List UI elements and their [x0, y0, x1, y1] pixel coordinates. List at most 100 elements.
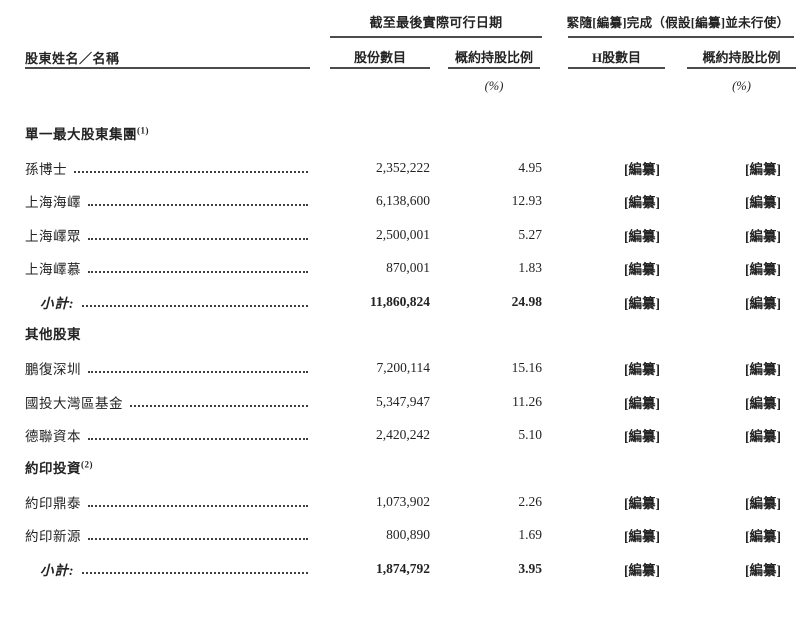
- dot-leader: [88, 196, 308, 207]
- group1-title: 截至最後實際可行日期: [369, 15, 503, 30]
- dot-leader: [74, 163, 308, 174]
- shareholder-name: 上海嶧慕: [25, 262, 81, 278]
- subtotal-label: 小計:: [40, 562, 75, 578]
- shareholder-name: 孫博士: [25, 162, 67, 178]
- table-row: 上海嶧慕 870,001 1.83 [編纂] [編纂]: [25, 252, 799, 285]
- shares-cell: 2,500,001: [376, 226, 430, 242]
- shareholder-name-cell: 約印鼎泰: [25, 492, 310, 512]
- h-shares-cell: [編纂]: [624, 195, 660, 211]
- h-shares-cell: [編纂]: [624, 495, 660, 511]
- shareholder-name: 德聯資本: [25, 429, 81, 445]
- pct-column-underline: [448, 67, 540, 69]
- table-row: 國投大灣區基金 5,347,947 11.26 [編纂] [編纂]: [25, 385, 799, 418]
- pct-cell: 5.10: [518, 427, 542, 443]
- dot-leader: [81, 297, 308, 307]
- h-shares-cell: [編纂]: [624, 295, 660, 311]
- table-body: 單一最大股東集團(1) 孫博士 2,352,222 4.95 [編纂] [編纂]…: [0, 118, 799, 585]
- h-pct-cell: [編纂]: [745, 429, 781, 445]
- section-title: 單一最大股東集團: [25, 127, 137, 142]
- pct-unit-label: (%): [484, 79, 504, 93]
- h-shares-cell: [編纂]: [624, 262, 660, 278]
- section-header-other-shareholders: 其他股東: [25, 318, 799, 351]
- table-row: 孫博士 2,352,222 4.95 [編纂] [編纂]: [25, 151, 799, 184]
- shareholder-name-cell: 孫博士: [25, 158, 310, 178]
- pct-cell: 11.26: [512, 393, 542, 409]
- shareholder-name-cell: 約印新源: [25, 525, 310, 545]
- shareholder-name: 上海嶧眾: [25, 228, 81, 244]
- shares-cell: 11,860,824: [369, 293, 430, 309]
- pct-cell: 1.83: [518, 260, 542, 276]
- h-pct-column-underline: [687, 67, 796, 69]
- shareholder-name-cell: 上海嶧慕: [25, 258, 310, 278]
- shares-cell: 800,890: [386, 527, 430, 543]
- dot-leader: [88, 263, 308, 274]
- subtotal-label-cell: 小計:: [25, 292, 310, 312]
- h-pct-cell: [編纂]: [745, 395, 781, 411]
- dot-leader: [88, 497, 308, 507]
- name-column-underline: [25, 67, 310, 69]
- h-shares-column-underline: [568, 67, 665, 69]
- shares-cell: 6,138,600: [376, 193, 430, 209]
- shares-cell: 1,073,902: [376, 493, 430, 509]
- pct-cell: 15.16: [511, 360, 542, 376]
- pct-cell: 12.93: [511, 193, 542, 209]
- shares-cell: 1,874,792: [376, 560, 430, 576]
- table-row: 上海嶧眾 2,500,001 5.27 [編纂] [編纂]: [25, 218, 799, 251]
- subtotal-row: 小計: 1,874,792 3.95 [編纂] [編纂]: [25, 552, 799, 585]
- group1-underline: [330, 36, 542, 38]
- shareholder-name-cell: 國投大灣區基金: [25, 392, 310, 412]
- section-title: 約印投資: [25, 460, 81, 476]
- h-pct-cell: [編纂]: [745, 162, 781, 178]
- table-row: 約印新源 800,890 1.69 [編纂] [編纂]: [25, 519, 799, 552]
- h-pct-cell: [編纂]: [745, 228, 781, 244]
- shares-column-header: 股份數目: [353, 50, 406, 65]
- dot-leader: [88, 430, 308, 441]
- h-shares-column-header: H股數目: [591, 50, 642, 65]
- shares-column-underline: [330, 67, 430, 69]
- h-pct-cell: [編纂]: [745, 295, 781, 311]
- h-pct-cell: [編纂]: [745, 529, 781, 545]
- shares-cell: 2,352,222: [376, 160, 430, 176]
- table-row: 德聯資本 2,420,242 5.10 [編纂] [編纂]: [25, 419, 799, 452]
- pct-cell: 5.27: [518, 226, 542, 242]
- pct-cell: 3.95: [518, 560, 542, 576]
- shares-cell: 7,200,114: [376, 360, 431, 376]
- pct-column-header: 概約持股比例: [454, 50, 533, 65]
- dot-leader: [88, 363, 308, 374]
- pct-cell: 1.69: [518, 527, 542, 543]
- footnote-ref-1: (1): [137, 125, 149, 136]
- shareholder-name-cell: 德聯資本: [25, 425, 310, 445]
- pct-cell: 24.98: [511, 293, 542, 309]
- dot-leader: [130, 397, 308, 407]
- shareholder-name-cell: 上海海嶧: [25, 191, 310, 211]
- h-shares-cell: [編纂]: [624, 395, 660, 411]
- shareholder-name: 約印鼎泰: [25, 495, 81, 511]
- dot-leader: [81, 564, 308, 574]
- shareholder-name: 鵬復深圳: [25, 362, 81, 378]
- section-title: 其他股東: [25, 327, 81, 343]
- h-pct-cell: [編纂]: [745, 495, 781, 511]
- h-pct-cell: [編纂]: [745, 562, 781, 578]
- footnote-ref-2: (2): [81, 459, 93, 470]
- h-shares-cell: [編纂]: [624, 429, 660, 445]
- h-pct-cell: [編纂]: [745, 362, 781, 378]
- h-shares-cell: [編纂]: [624, 362, 660, 378]
- shares-cell: 2,420,242: [376, 427, 430, 443]
- section-header-yueyin-investment: 約印投資(2): [25, 452, 799, 485]
- dot-leader: [88, 530, 308, 541]
- h-shares-cell: [編纂]: [624, 529, 660, 545]
- table-row: 約印鼎泰 1,073,902 2.26 [編纂] [編纂]: [25, 485, 799, 518]
- subtotal-label: 小計:: [40, 295, 75, 311]
- table-row: 上海海嶧 6,138,600 12.93 [編纂] [編纂]: [25, 185, 799, 218]
- h-shares-cell: [編纂]: [624, 562, 660, 578]
- group2-underline: [568, 36, 794, 38]
- shareholder-name-cell: 鵬復深圳: [25, 358, 310, 378]
- pct-cell: 4.95: [518, 160, 542, 176]
- group2-title: 緊隨[編纂]完成（假設[編纂]並未行使）: [566, 16, 790, 30]
- shareholder-name: 國投大灣區基金: [25, 395, 123, 411]
- shareholder-name-column-header: 股東姓名／名稱: [25, 51, 120, 66]
- h-pct-unit-label: (%): [732, 79, 751, 93]
- h-pct-column-header: 概約持股比例: [702, 50, 781, 65]
- shares-cell: 870,001: [386, 260, 430, 276]
